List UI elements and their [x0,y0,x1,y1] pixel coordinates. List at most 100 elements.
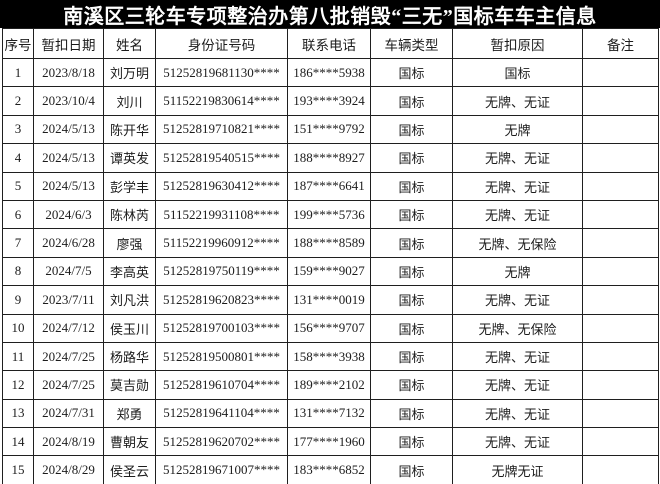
id-number-cell: 51252819750119**** [155,256,288,287]
table-row: 6 2024/6/3 陈林芮 51152219931108**** 199****573… [2,199,659,230]
remarks-cell [582,285,659,315]
vehicle-type-cell: 国标 [370,256,453,287]
index-cell: 14 [2,427,34,457]
phone-cell: 156****9707 [287,313,371,343]
title-bar: 南溪区三轮车专项整治办第八批销毁“三无”国标车车主信息 [0,0,660,28]
date-cell: 2024/5/13 [33,143,104,173]
id-number-cell: 51252819681130**** [155,57,288,88]
vehicle-type-cell: 国标 [370,285,453,315]
date-cell: 2024/8/29 [33,455,104,484]
table-row: 12 2024/7/25 莫吉勋 51252819610704**** 189****2… [2,370,659,400]
table-row: 13 2024/7/31 郑勇 51252819641104**** 131****71… [2,398,659,429]
name-cell: 刘万明 [103,57,156,88]
remarks-cell [582,199,659,230]
name-cell: 陈林芮 [103,199,156,230]
phone-cell: 199****5736 [287,199,371,230]
vehicle-type-cell: 国标 [370,455,453,484]
index-cell: 1 [2,57,34,88]
vehicle-type-cell: 国标 [370,86,453,116]
phone-cell: 189****2102 [287,370,371,400]
vehicle-type-cell: 国标 [370,57,453,88]
header-name: 姓名 [103,28,156,59]
id-number-cell: 51252819610704**** [155,370,288,400]
date-cell: 2024/5/13 [33,114,104,145]
remarks-cell [582,171,659,201]
name-cell: 李高英 [103,256,156,287]
reason-cell: 无牌、无证 [452,341,583,372]
phone-cell: 177****1960 [287,427,371,457]
id-number-cell: 51252819641104**** [155,398,288,429]
date-cell: 2024/7/31 [33,398,104,429]
remarks-cell [582,370,659,400]
remarks-cell [582,57,659,88]
index-cell: 9 [2,285,34,315]
index-cell: 15 [2,455,34,484]
page-title: 南溪区三轮车专项整治办第八批销毁“三无”国标车车主信息 [63,5,597,28]
reason-cell: 无牌、无保险 [452,228,583,258]
id-number-cell: 51252819710821**** [155,114,288,145]
reason-cell: 无牌、无证 [452,370,583,400]
phone-cell: 159****9027 [287,256,371,287]
id-number-cell: 51152219830614**** [155,86,288,116]
name-cell: 杨路华 [103,341,156,372]
table-row: 2 2023/10/4 刘川 51152219830614**** 193****392… [2,86,659,116]
phone-cell: 131****7132 [287,398,371,429]
reason-cell: 无牌、无证 [452,398,583,429]
remarks-cell [582,455,659,484]
table-row: 3 2024/5/13 陈开华 51252819710821**** 151****97… [2,114,659,145]
id-number-cell: 51252819700103**** [155,313,288,343]
phone-cell: 158****3938 [287,341,371,372]
table-row: 7 2024/6/28 廖强 51152219960912**** 188****858… [2,228,659,258]
vehicle-type-cell: 国标 [370,427,453,457]
table-row: 15 2024/8/29 侯圣云 51252819671007**** 183****6… [2,455,659,484]
index-cell: 2 [2,86,34,116]
date-cell: 2024/8/19 [33,427,104,457]
index-cell: 6 [2,199,34,230]
reason-cell: 无牌、无证 [452,427,583,457]
phone-cell: 188****8927 [287,143,371,173]
reason-cell: 无牌、无保险 [452,313,583,343]
name-cell: 刘凡洪 [103,285,156,315]
name-cell: 谭英发 [103,143,156,173]
date-cell: 2024/7/12 [33,313,104,343]
name-cell: 彭学丰 [103,171,156,201]
name-cell: 郑勇 [103,398,156,429]
reason-cell: 无牌、无证 [452,143,583,173]
date-cell: 2024/7/25 [33,341,104,372]
vehicle-type-cell: 国标 [370,313,453,343]
header-date: 暂扣日期 [33,28,104,59]
id-number-cell: 51252819671007**** [155,455,288,484]
remarks-cell [582,256,659,287]
vehicle-type-cell: 国标 [370,341,453,372]
index-cell: 10 [2,313,34,343]
id-number-cell: 51252819500801**** [155,341,288,372]
index-cell: 8 [2,256,34,287]
index-cell: 12 [2,370,34,400]
table-row: 10 2024/7/12 侯玉川 51252819700103**** 156****9… [2,313,659,343]
id-number-cell: 51152219960912**** [155,228,288,258]
table-row: 11 2024/7/25 杨路华 51252819500801**** 158****3… [2,341,659,372]
remarks-cell [582,313,659,343]
name-cell: 莫吉勋 [103,370,156,400]
vehicle-type-cell: 国标 [370,199,453,230]
id-number-cell: 51252819540515**** [155,143,288,173]
table-row: 9 2023/7/11 刘凡洪 51252819620823**** 131****00… [2,285,659,315]
name-cell: 侯玉川 [103,313,156,343]
header-row: 序号 暂扣日期 姓名 身份证号码 联系电话 车辆类型 暂扣原因 备注 [2,28,659,59]
remarks-cell [582,398,659,429]
remarks-cell [582,228,659,258]
index-cell: 11 [2,341,34,372]
id-number-cell: 51152219931108**** [155,199,288,230]
reason-cell: 无牌、无证 [452,171,583,201]
phone-cell: 187****6641 [287,171,371,201]
phone-cell: 193****3924 [287,86,371,116]
remarks-cell [582,427,659,457]
date-cell: 2024/7/25 [33,370,104,400]
header-vehicle-type: 车辆类型 [370,28,453,59]
remarks-cell [582,341,659,372]
reason-cell: 国标 [452,57,583,88]
table-row: 4 2024/5/13 谭英发 51252819540515**** 188****89… [2,143,659,173]
reason-cell: 无牌无证 [452,455,583,484]
vehicle-type-cell: 国标 [370,171,453,201]
